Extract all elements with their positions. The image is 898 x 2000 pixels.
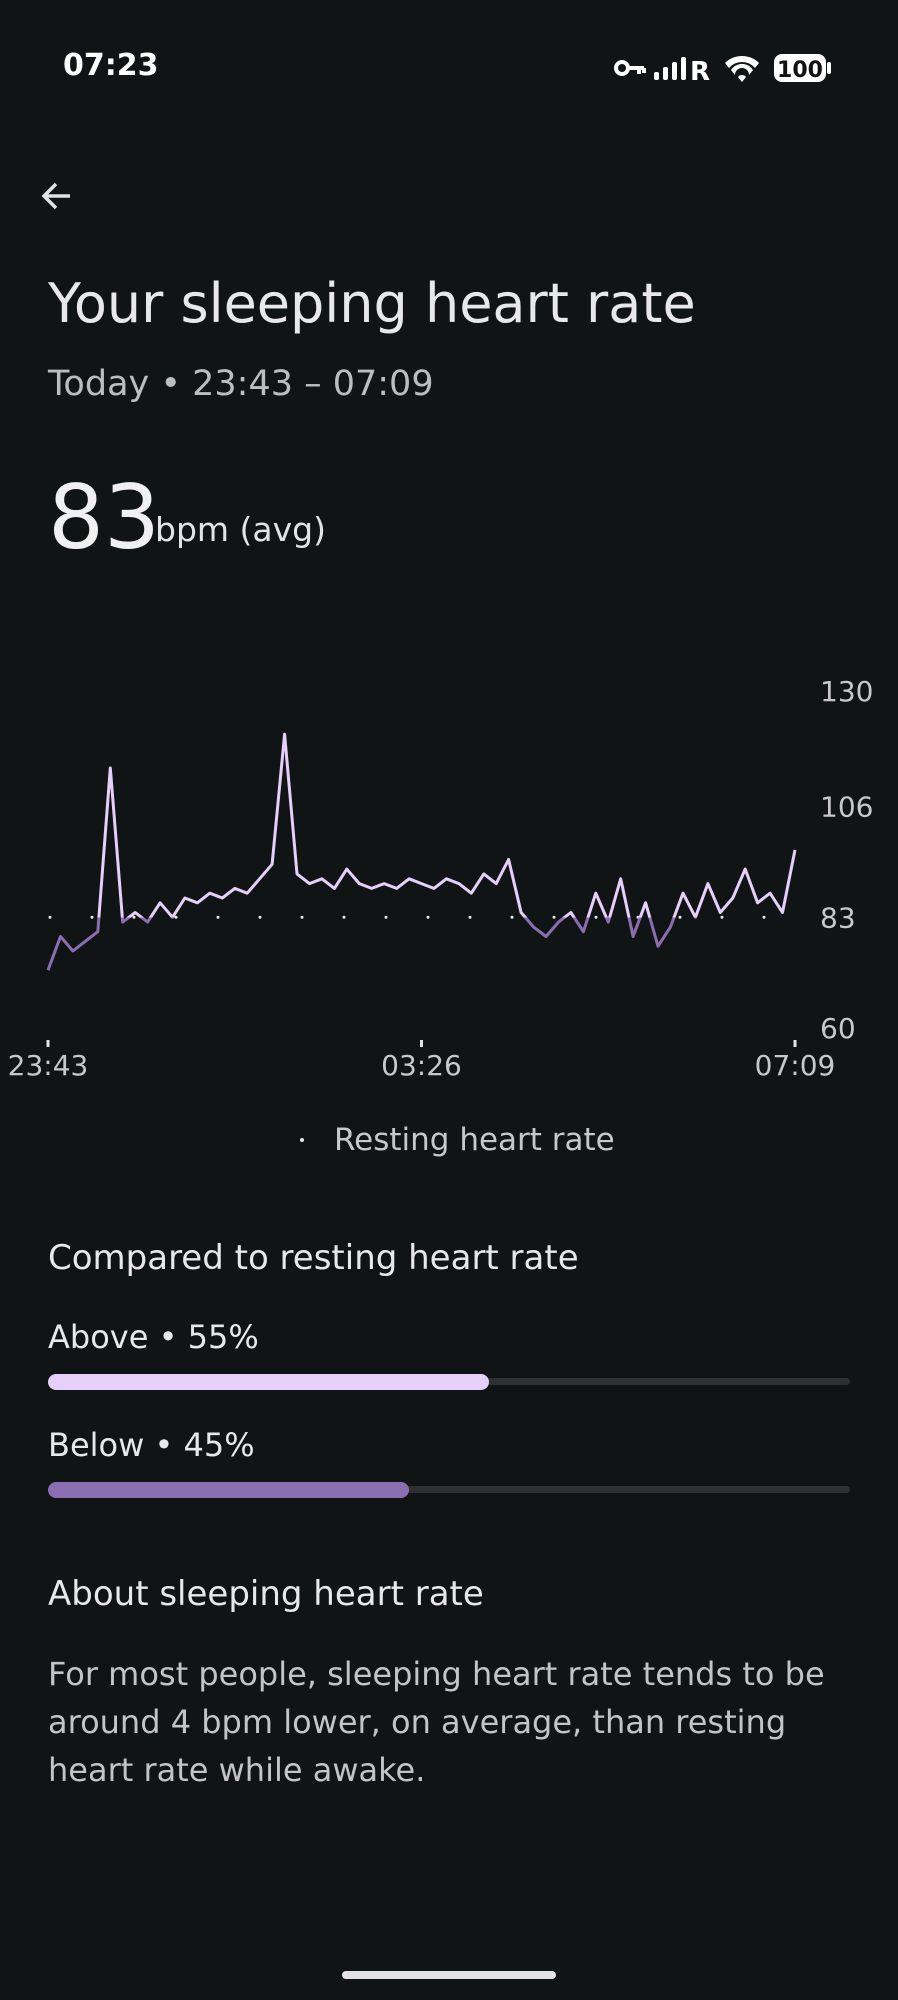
y-tick-label: 130 — [820, 675, 873, 708]
page-title: Your sleeping heart rate — [48, 272, 696, 335]
legend-label: Resting heart rate — [334, 1122, 615, 1158]
section-title: Compared to resting heart rate — [48, 1238, 579, 1278]
legend-dot — [300, 1138, 304, 1142]
x-tick-label: 23:43 — [8, 1049, 89, 1082]
status-icons: R 100 — [614, 54, 831, 87]
heart-rate-chart: 60 83 106 130 23:43 03:26 07:09 Resting heart r… — [8, 675, 874, 1158]
bar-track — [48, 1486, 850, 1493]
y-tick-label: 60 — [820, 1012, 856, 1045]
svg-text:R: R — [690, 57, 710, 87]
section-title: About sleeping heart rate — [48, 1574, 484, 1614]
status-time: 07:23 — [63, 48, 159, 83]
y-tick-label: 83 — [820, 901, 856, 934]
home-indicator — [342, 1971, 556, 1979]
x-tick-label: 07:09 — [755, 1049, 836, 1082]
average-value: 83 — [48, 466, 160, 569]
back-button[interactable] — [36, 176, 76, 216]
subtitle: Today • 23:43 – 07:09 — [48, 364, 434, 404]
x-tick-label: 03:26 — [381, 1049, 462, 1082]
bar — [48, 1374, 490, 1390]
bar — [48, 1482, 409, 1498]
bar-label: Above • 55% — [48, 1318, 259, 1356]
heart-rate-line — [46, 732, 797, 971]
y-tick-label: 106 — [820, 791, 873, 824]
about-text: For most people, sleeping heart rate ten… — [48, 1655, 825, 1789]
battery-level: 100 — [777, 58, 823, 83]
average-unit: bpm (avg) — [155, 510, 326, 549]
bar-label: Below • 45% — [48, 1426, 255, 1464]
